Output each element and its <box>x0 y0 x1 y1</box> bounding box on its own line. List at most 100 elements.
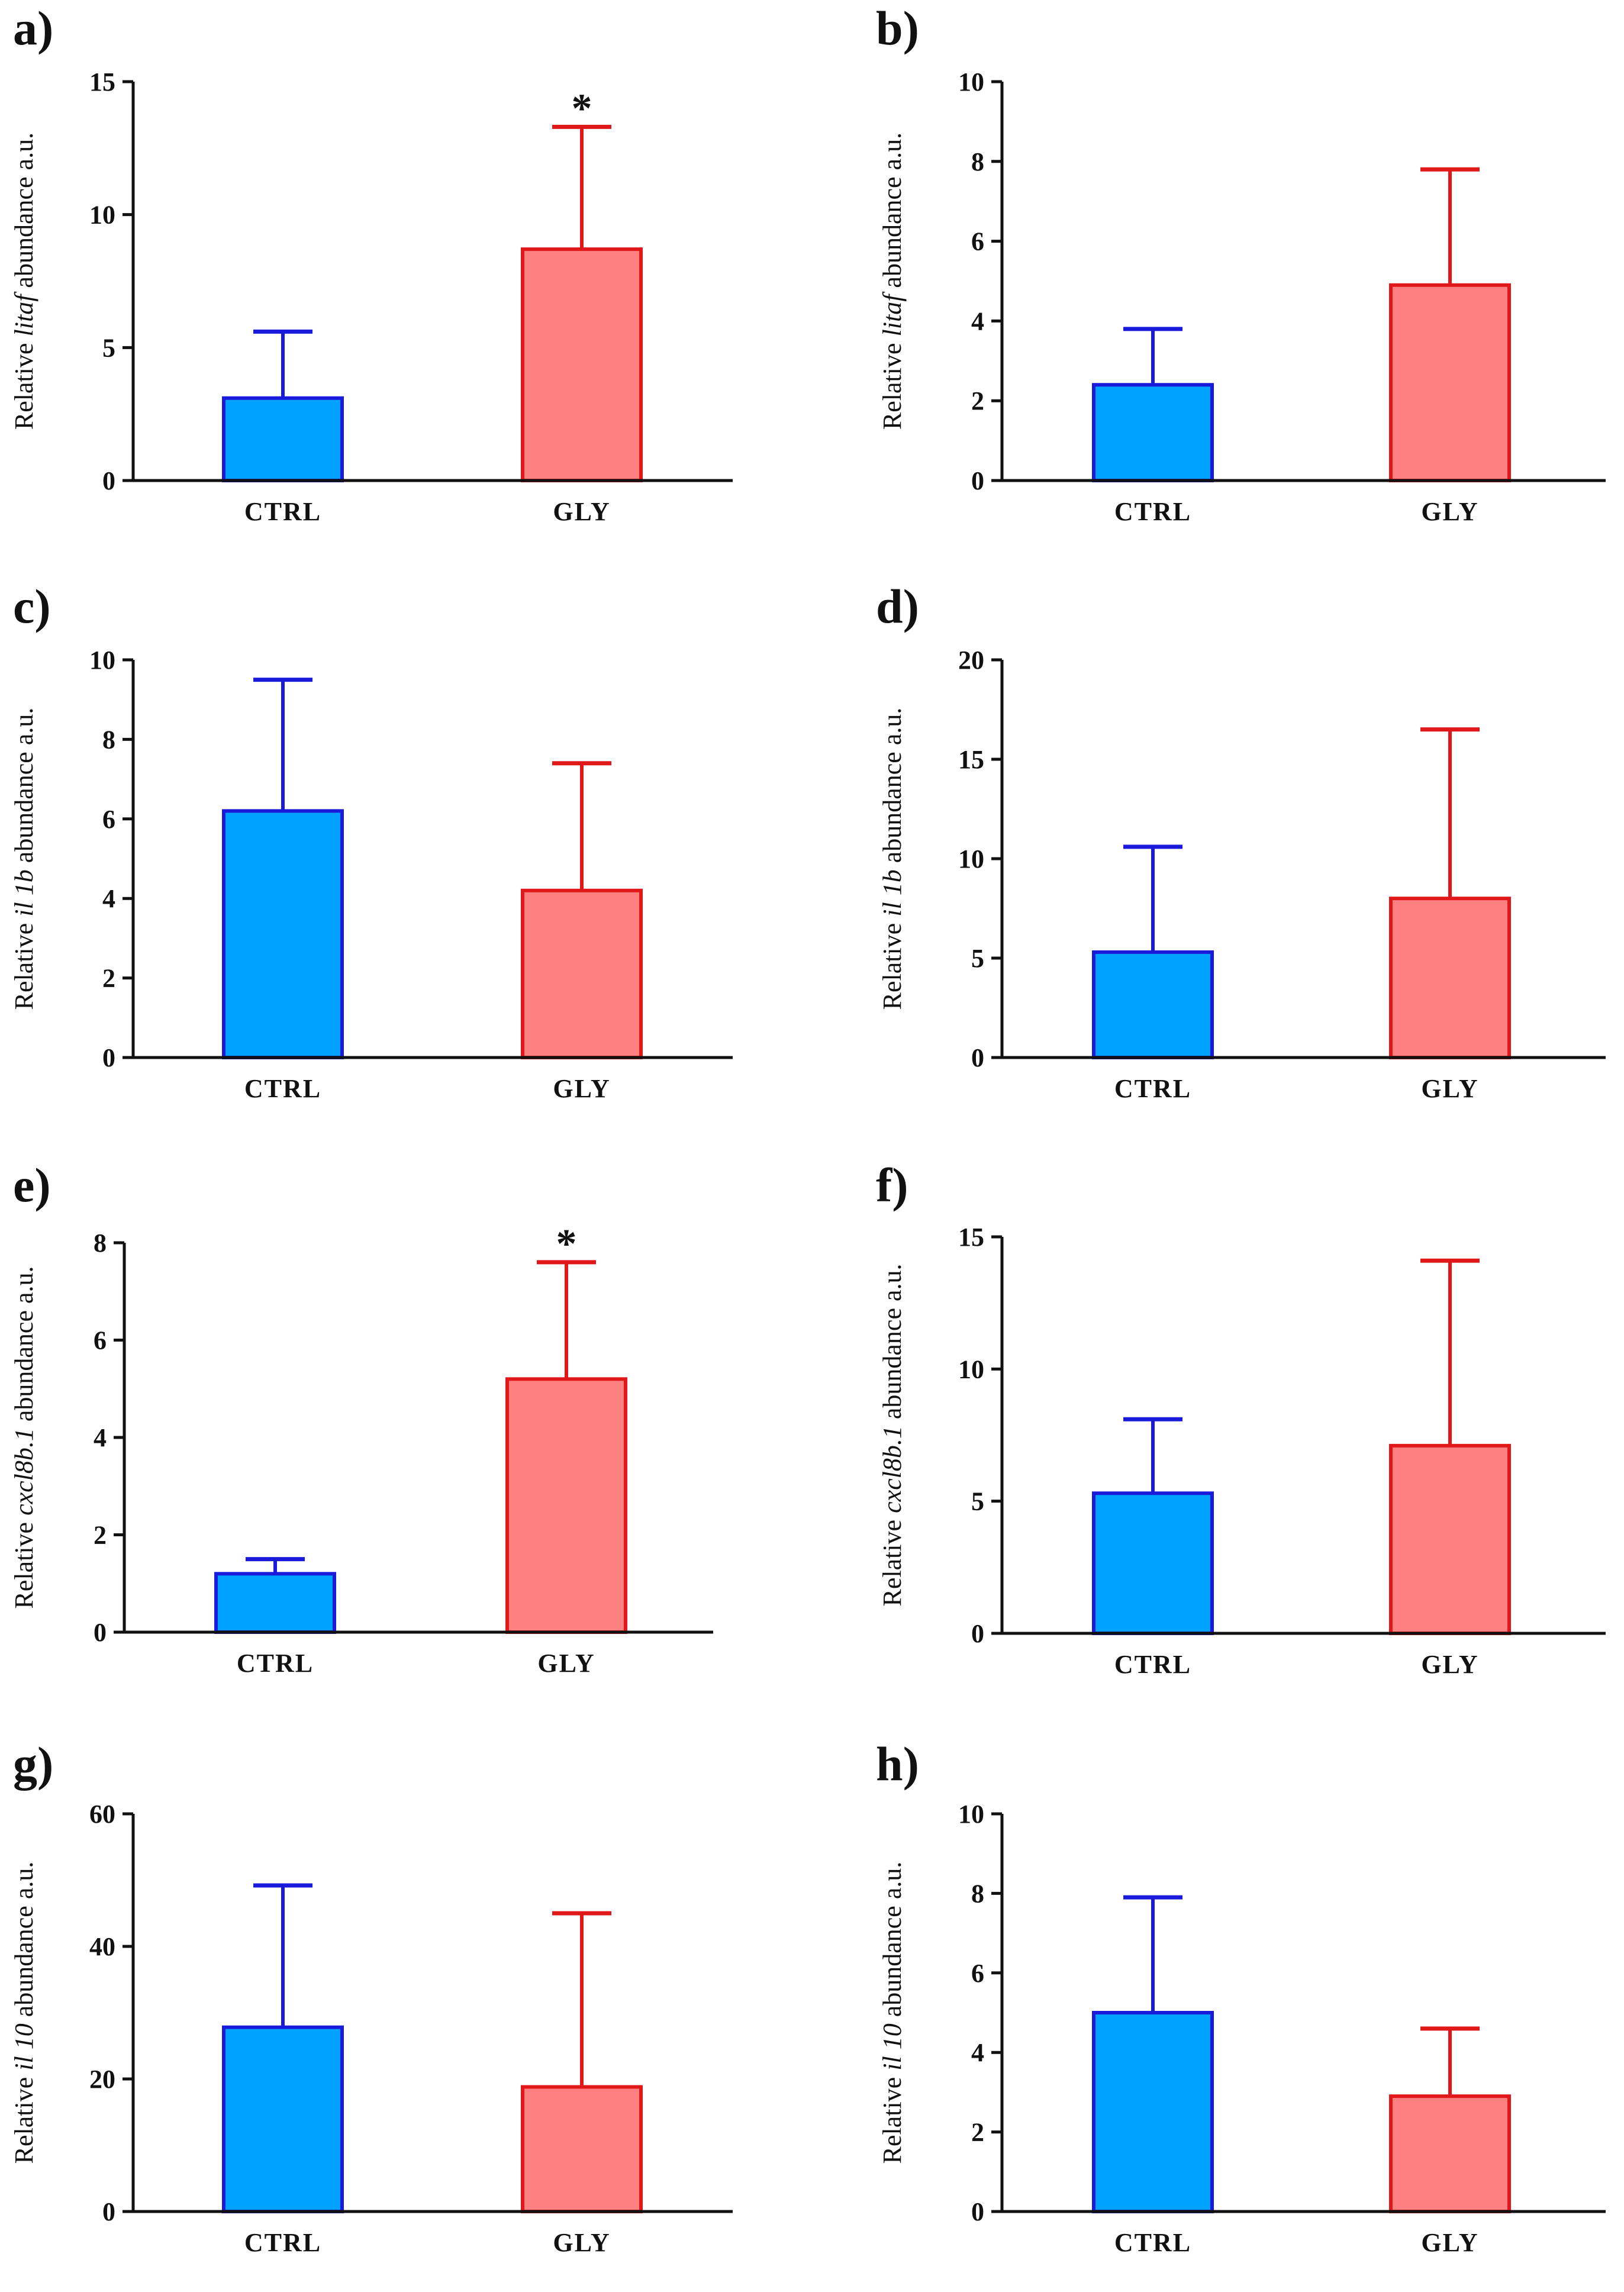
x-tick-label-gly: GLY <box>553 2228 610 2257</box>
y-tick-label: 6 <box>971 227 984 256</box>
chart-panel-e: e) Relative cxcl8b.1 abundance a.u. CTRL GL… <box>9 1158 713 1678</box>
y-tick-label: 5 <box>971 944 984 973</box>
y-axis-label-prefix: Relative <box>878 917 907 1010</box>
bar-ctrl <box>1092 1491 1214 1635</box>
y-tick-label: 4 <box>971 2038 984 2067</box>
y-axis-label-suffix: abundance a.u. <box>878 1862 907 2024</box>
y-axis-label: Relative il 10 abundance a.u. <box>9 1862 38 2164</box>
y-axis-label-prefix: Relative <box>9 1516 38 1609</box>
x-tick-label-gly: GLY <box>1421 497 1478 526</box>
y-tick-label: 40 <box>89 1932 115 1961</box>
y-axis-label-prefix: Relative <box>9 917 38 1010</box>
panel-label: e) <box>13 1158 51 1212</box>
chart-panel-d: d) Relative il 1b abundance a.u. CTRL GLY 0 5… <box>876 579 1606 1103</box>
y-tick-label: 15 <box>89 67 115 96</box>
x-tick-label-ctrl: CTRL <box>1114 2228 1191 2257</box>
chart-panel-f: f) Relative cxcl8b.1 abundance a.u. CTRL GL… <box>876 1158 1606 1679</box>
y-tick-label: 5 <box>971 1487 984 1516</box>
y-axis-label-prefix: Relative <box>878 2071 907 2164</box>
bar-ctrl <box>1092 950 1214 1060</box>
panel-label: d) <box>876 579 919 633</box>
chart-panel-a: a) Relative litaf abundance a.u. CTRL GLY * 0… <box>9 1 733 526</box>
y-tick-label: 4 <box>971 307 984 336</box>
y-axis-label: Relative litaf abundance a.u. <box>878 133 907 430</box>
y-axis-label-prefix: Relative <box>878 336 907 430</box>
y-axis-label-prefix: Relative <box>9 336 38 430</box>
x-tick-label-gly: GLY <box>553 1074 610 1103</box>
y-tick-label: 10 <box>89 646 115 675</box>
y-tick-label: 8 <box>971 1879 984 1908</box>
y-tick-label: 15 <box>958 1223 984 1252</box>
y-axis-label-gene: il 1b <box>878 869 907 916</box>
x-tick-label-gly: GLY <box>1421 1650 1478 1679</box>
significance-marker: * <box>572 86 592 131</box>
bar-ctrl <box>214 1572 336 1635</box>
y-tick-label: 20 <box>958 646 984 675</box>
panel-label: c) <box>13 579 51 633</box>
y-axis-label: Relative il 10 abundance a.u. <box>878 1862 907 2164</box>
x-tick-label-ctrl: CTRL <box>244 2228 321 2257</box>
y-tick-label: 8 <box>94 1229 107 1258</box>
y-axis-label-gene: il 1b <box>9 869 38 916</box>
bar-gly <box>521 888 643 1059</box>
x-tick-label-gly: GLY <box>1421 1074 1478 1103</box>
y-axis-label-prefix: Relative <box>878 1513 907 1607</box>
bar-gly <box>521 2085 643 2213</box>
panel-label: b) <box>876 1 919 55</box>
y-axis-label: Relative cxcl8b.1 abundance a.u. <box>9 1266 38 1608</box>
y-axis-label-suffix: abundance a.u. <box>9 708 38 870</box>
chart-panel-g: g) Relative il 10 abundance a.u. CTRL GLY 0 2… <box>9 1737 733 2257</box>
y-axis-label-gene: litaf <box>9 291 38 337</box>
y-tick-label: 2 <box>102 964 115 993</box>
chart-panel-b: b) Relative litaf abundance a.u. CTRL GLY 0 2… <box>876 1 1606 526</box>
y-tick-label: 6 <box>94 1326 107 1355</box>
y-axis-label: Relative litaf abundance a.u. <box>9 133 38 430</box>
y-tick-label: 10 <box>958 844 984 873</box>
y-tick-label: 0 <box>971 2197 984 2226</box>
bar-gly <box>505 1377 627 1635</box>
y-tick-label: 0 <box>971 1619 984 1648</box>
x-tick-label-ctrl: CTRL <box>237 1649 314 1678</box>
y-tick-label: 6 <box>102 805 115 834</box>
y-tick-label: 0 <box>102 466 115 495</box>
x-tick-label-gly: GLY <box>1421 2228 1478 2257</box>
x-tick-label-ctrl: CTRL <box>1114 497 1191 526</box>
bar-gly <box>1389 1443 1511 1636</box>
y-tick-label: 8 <box>102 725 115 754</box>
bar-gly <box>1389 283 1511 482</box>
y-tick-label: 0 <box>971 1043 984 1072</box>
y-tick-label: 0 <box>102 1043 115 1072</box>
y-axis-label-suffix: abundance a.u. <box>878 1263 907 1426</box>
y-axis-label-suffix: abundance a.u. <box>878 708 907 870</box>
y-axis-label-gene: cxcl8b.1 <box>878 1426 907 1513</box>
panel-label: a) <box>13 1 53 55</box>
y-tick-label: 60 <box>89 1800 115 1829</box>
bar-ctrl <box>1092 383 1214 482</box>
bar-ctrl <box>222 809 344 1059</box>
x-tick-label-ctrl: CTRL <box>1114 1650 1191 1679</box>
y-axis-label-suffix: abundance a.u. <box>9 1862 38 2024</box>
y-axis-label: Relative il 1b abundance a.u. <box>878 708 907 1010</box>
bar-gly <box>1389 2094 1511 2214</box>
x-tick-label-gly: GLY <box>553 497 610 526</box>
bar-ctrl <box>1092 2011 1214 2213</box>
y-tick-label: 0 <box>102 2197 115 2226</box>
panel-label: h) <box>876 1737 919 1791</box>
chart-panel-h: h) Relative il 10 abundance a.u. CTRL GLY 0 2… <box>876 1737 1606 2257</box>
y-axis-label-gene: cxcl8b.1 <box>9 1428 38 1516</box>
y-tick-label: 8 <box>971 147 984 176</box>
y-tick-label: 2 <box>94 1521 107 1550</box>
y-tick-label: 10 <box>958 67 984 96</box>
chart-panel-c: c) Relative il 1b abundance a.u. CTRL GLY 0 2… <box>9 579 733 1103</box>
y-axis-label-suffix: abundance a.u. <box>9 133 38 295</box>
x-tick-label-ctrl: CTRL <box>1114 1074 1191 1103</box>
panel-label: g) <box>13 1737 53 1791</box>
y-tick-label: 4 <box>94 1423 107 1452</box>
x-tick-label-ctrl: CTRL <box>244 1074 321 1103</box>
bar-ctrl <box>222 396 344 482</box>
y-axis-label-suffix: abundance a.u. <box>9 1266 38 1428</box>
y-tick-label: 2 <box>971 386 984 415</box>
y-axis-label: Relative il 1b abundance a.u. <box>9 708 38 1010</box>
